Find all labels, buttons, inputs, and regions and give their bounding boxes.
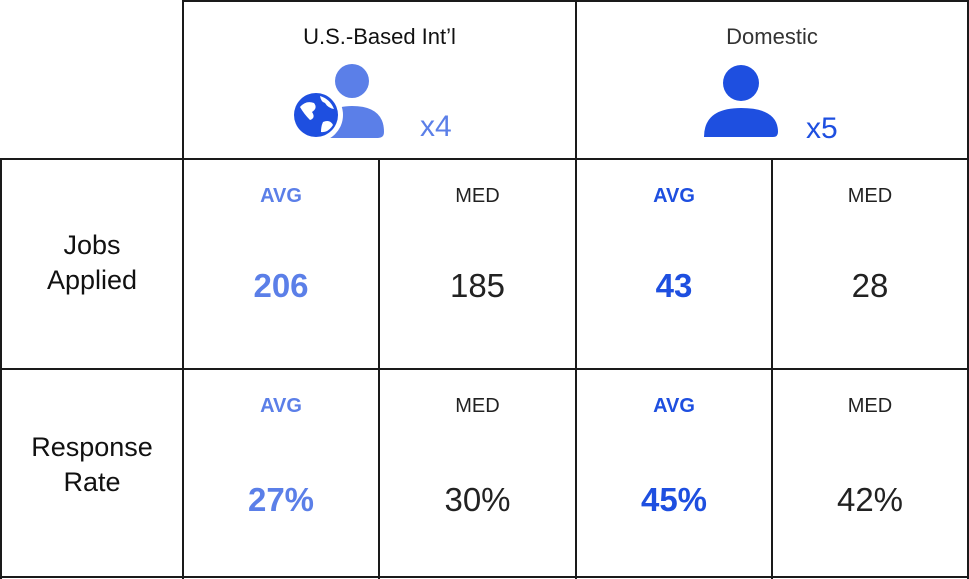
stat-cell-domestic-med: MED 28 — [773, 160, 967, 368]
stat-cell-domestic-avg: AVG 45% — [577, 370, 771, 576]
header-intl: U.S.-Based Int’l x4 — [184, 2, 575, 158]
row-label-jobs-applied: Jobs Applied — [2, 160, 182, 368]
row-label-line: Jobs — [63, 230, 121, 260]
domestic-mid-line — [771, 158, 773, 579]
stat-cell-intl-avg: AVG 27% — [184, 370, 378, 576]
stat-label: MED — [455, 185, 500, 207]
label-column-line — [182, 0, 184, 579]
group-divider-line — [575, 0, 577, 579]
stat-value: 45% — [640, 481, 708, 518]
stat-label: AVG — [653, 185, 695, 207]
stat-cell-intl-med: MED 185 — [380, 160, 575, 368]
stat-label: MED — [847, 395, 893, 417]
stat-cell-domestic-med: MED 42% — [773, 370, 967, 576]
domestic-multiplier: x5 — [806, 112, 838, 145]
stat-label: AVG — [260, 185, 302, 207]
globe-person-icon — [290, 64, 384, 142]
stat-label: MED — [847, 185, 893, 207]
stat-label: AVG — [653, 395, 695, 417]
stat-value: 28 — [851, 267, 889, 304]
row-label-line: Rate — [63, 467, 121, 497]
domestic-group-title: Domestic — [726, 24, 818, 49]
bottom-border-line — [0, 576, 969, 578]
stat-cell-domestic-avg: AVG 43 — [577, 160, 771, 368]
stat-value: 185 — [449, 267, 506, 304]
left-border-line — [0, 158, 2, 579]
header-bottom-line — [0, 158, 969, 160]
stat-cell-intl-med: MED 30% — [380, 370, 575, 576]
row-divider-line — [0, 368, 969, 370]
stat-label: MED — [455, 395, 500, 417]
row-label-line: Applied — [46, 265, 138, 295]
stat-label: AVG — [260, 395, 302, 417]
stat-value: 27% — [247, 481, 315, 518]
stat-value: 206 — [253, 267, 309, 304]
header-domestic: Domestic x5 — [577, 2, 967, 158]
stat-value: 30% — [444, 481, 511, 518]
person-icon — [704, 65, 778, 137]
right-border-line — [967, 0, 969, 579]
row-label-response-rate: Response Rate — [2, 370, 182, 576]
intl-mid-line — [378, 158, 380, 579]
stat-value: 43 — [655, 267, 693, 304]
intl-group-title: U.S.-Based Int’l — [303, 24, 456, 49]
row-label-line: Response — [31, 432, 153, 462]
stat-value: 42% — [836, 481, 904, 518]
intl-multiplier: x4 — [420, 110, 452, 143]
stat-cell-intl-avg: AVG 206 — [184, 160, 378, 368]
